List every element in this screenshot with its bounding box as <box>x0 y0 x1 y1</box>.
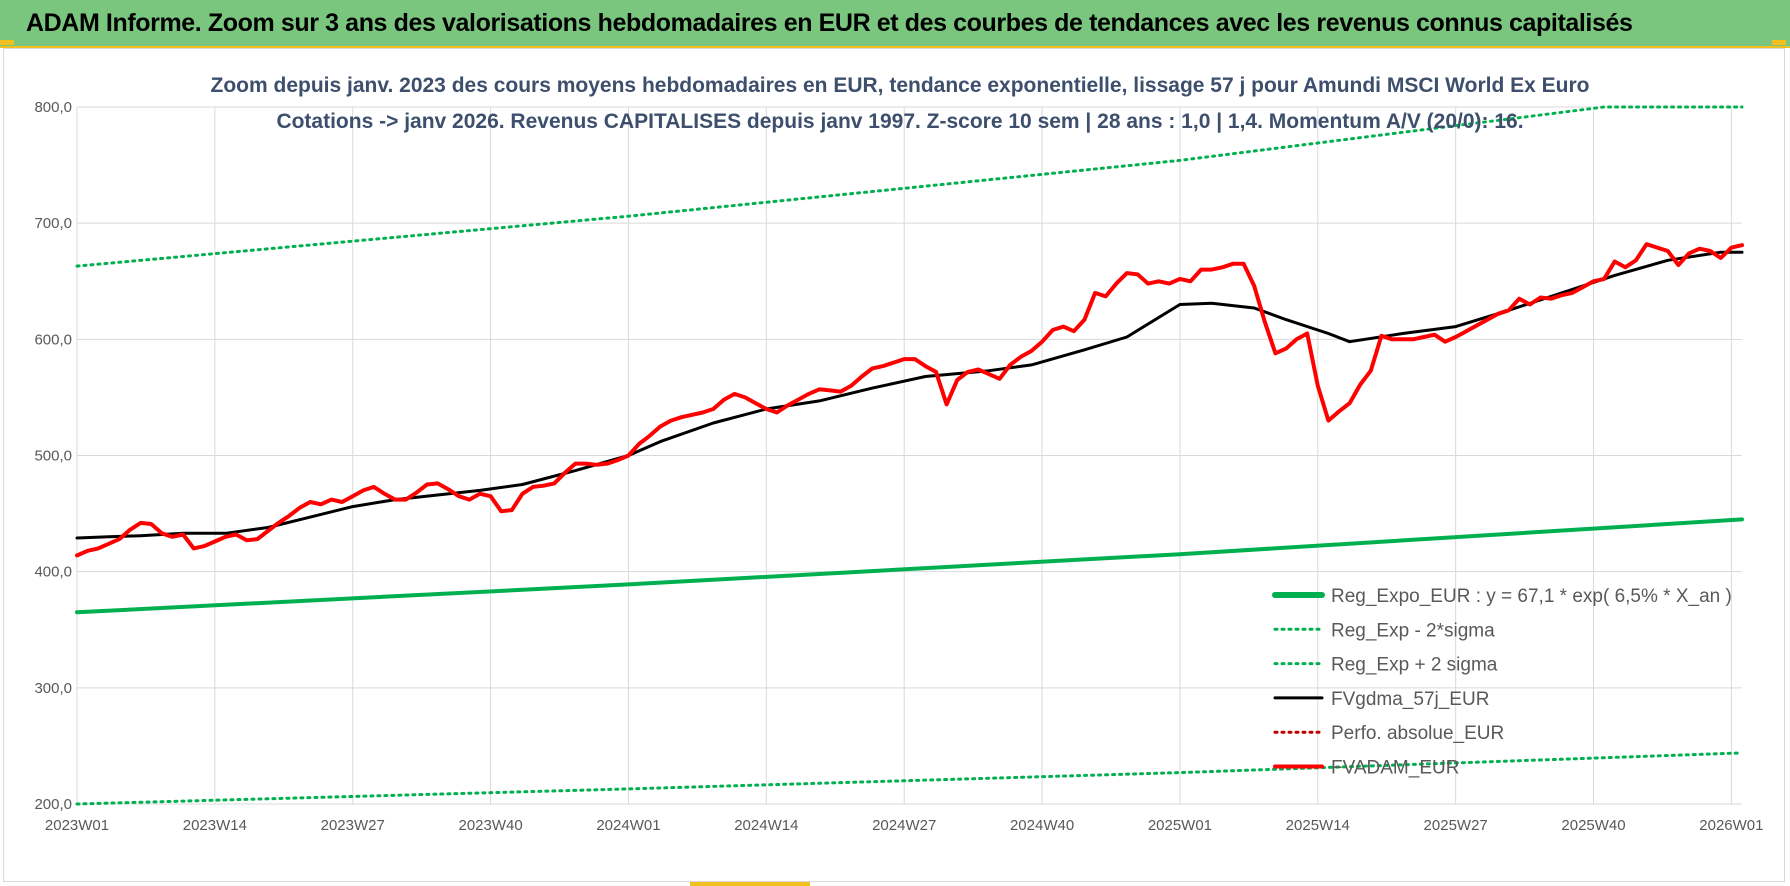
report-title: ADAM Informe. Zoom sur 3 ans des valoris… <box>26 9 1633 37</box>
chart-title: Zoom depuis janv. 2023 des cours moyens … <box>211 74 1590 97</box>
accent-mark-bottom <box>690 882 810 886</box>
series-reg-exp-2-sigma <box>75 751 1744 806</box>
legend-label: FVADAM_EUR <box>1331 758 1459 779</box>
legend: Reg_Expo_EUR : y = 67,1 * exp( 6,5% * X_… <box>1272 586 1732 779</box>
legend-label: Reg_Expo_EUR : y = 67,1 * exp( 6,5% * X_… <box>1331 586 1732 607</box>
y-tick-label: 300,0 <box>34 680 72 697</box>
x-tick-label: 2025W27 <box>1424 817 1488 834</box>
gridlines <box>76 106 1742 805</box>
x-tick-label: 2026W01 <box>1699 817 1763 834</box>
legend-label: Perfo. absolue_EUR <box>1331 723 1504 744</box>
accent-mark-right <box>1772 40 1786 45</box>
x-tick-label: 2023W40 <box>458 817 522 834</box>
legend-label: FVgdma_57j_EUR <box>1331 689 1489 710</box>
x-tick-label: 2024W27 <box>872 817 936 834</box>
x-tick-label: 2023W14 <box>183 817 247 834</box>
chart-subtitle: Cotations -> janv 2026. Revenus CAPITALI… <box>276 110 1523 133</box>
series-reg-expo-eur-y-67-1-exp-6-5-x- <box>75 517 1744 615</box>
chart-frame <box>3 48 1785 882</box>
y-tick-label: 200,0 <box>34 796 72 813</box>
accent-mark-left <box>0 40 14 45</box>
x-tick-label: 2025W14 <box>1286 817 1350 834</box>
y-tick-label: 600,0 <box>34 331 72 348</box>
series-layer <box>75 105 1744 806</box>
y-tick-label: 800,0 <box>34 99 72 116</box>
y-tick-label: 500,0 <box>34 448 72 465</box>
series-fvgdma-57j-eur <box>75 250 1744 540</box>
x-tick-label: 2025W01 <box>1148 817 1212 834</box>
series-fvadam-eur <box>75 242 1744 558</box>
x-tick-label: 2024W01 <box>596 817 660 834</box>
x-tick-label: 2023W01 <box>45 817 109 834</box>
legend-label: Reg_Exp + 2 sigma <box>1331 655 1498 676</box>
y-tick-label: 700,0 <box>34 215 72 232</box>
y-tick-label: 400,0 <box>34 564 72 581</box>
x-tick-label: 2024W14 <box>734 817 798 834</box>
x-tick-label: 2023W27 <box>321 817 385 834</box>
axis-ticks: 800,0 700,0 600,0 500,0 400,0 300,0 200,0 2023W… <box>34 99 1763 834</box>
x-tick-label: 2024W40 <box>1010 817 1074 834</box>
series-reg-exp-2-sigma <box>75 105 1744 268</box>
x-tick-label: 2025W40 <box>1561 817 1625 834</box>
report-banner: ADAM Informe. Zoom sur 3 ans des valoris… <box>0 0 1790 48</box>
legend-label: Reg_Exp - 2*sigma <box>1331 620 1495 641</box>
